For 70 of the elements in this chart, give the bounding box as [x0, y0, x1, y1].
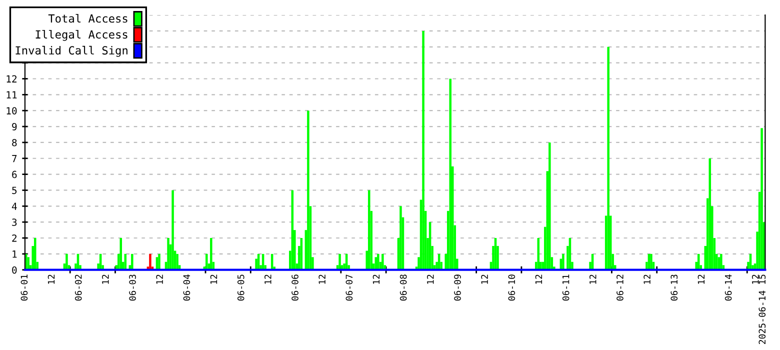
x-tick-label: 12 — [156, 274, 163, 284]
x-tick-label: 12 — [264, 274, 272, 284]
x-tick-label: 12 — [481, 274, 488, 284]
x-tick-label: 06-06 — [292, 274, 298, 301]
y-tick-label: 0 — [12, 266, 17, 274]
bar — [172, 190, 174, 270]
bar — [760, 128, 763, 270]
bar — [131, 254, 134, 270]
x-tick-label: 06-05 — [237, 274, 244, 301]
bar — [382, 254, 384, 270]
x-tick-label: 06-08 — [400, 274, 407, 301]
bar — [720, 254, 722, 270]
x-tick-label: 12 — [644, 274, 650, 284]
y-tick-label: 3 — [12, 218, 17, 226]
bar — [167, 238, 170, 270]
legend-label: Invalid Call Sign — [16, 46, 128, 57]
y-tick-label: 11 — [6, 91, 17, 98]
x-tick-label: 12 — [48, 274, 55, 284]
x-tick-label: 12 — [372, 274, 380, 284]
bar — [210, 238, 212, 270]
x-tick-label: 12 — [210, 274, 218, 284]
bar — [338, 254, 341, 270]
legend-label: Total Access — [48, 14, 128, 23]
bar — [120, 238, 122, 270]
y-tick-label: 2 — [12, 234, 16, 242]
x-tick-label: 06-14 — [724, 274, 732, 301]
x-tick-label: 12 — [318, 274, 326, 284]
x-tick-label: 12 — [752, 274, 759, 284]
bar — [66, 254, 68, 270]
x-tick-label: 12 — [698, 274, 705, 284]
bar — [206, 254, 208, 270]
bar — [176, 254, 178, 270]
x-tick-label: 12 — [102, 274, 109, 284]
y-tick-label: 8 — [12, 138, 17, 146]
y-tick-label: 10 — [6, 107, 17, 114]
bar — [158, 254, 160, 270]
bar — [449, 78, 452, 270]
x-tick-label: 06-13 — [670, 274, 678, 301]
bar — [537, 238, 540, 270]
bar — [377, 254, 380, 270]
x-tick-label: 06-02 — [74, 274, 82, 301]
y-tick-label: 12 — [6, 75, 16, 82]
x-tick-label: 06-10 — [508, 274, 516, 301]
bar — [400, 206, 402, 270]
bar — [27, 257, 30, 270]
y-tick-label: 9 — [12, 123, 17, 130]
bar — [607, 46, 610, 270]
x-tick-label: 06-04 — [183, 274, 190, 301]
y-tick-label: 1 — [12, 250, 17, 258]
y-tick-label: 4 — [12, 202, 17, 210]
bar — [422, 30, 424, 270]
bar — [650, 254, 652, 270]
x-tick-label: 06-09 — [454, 274, 461, 301]
x-tick-label: 06-12 — [616, 274, 624, 301]
x-tick-label: 06-01 — [20, 274, 28, 301]
bar — [562, 254, 564, 270]
x-tick-label: 06-07 — [346, 274, 353, 301]
x-tick-label: 06-11 — [562, 274, 570, 301]
x-tick-label: 12 — [535, 274, 542, 284]
bar — [307, 110, 310, 270]
x-tick-label: 12 — [426, 274, 434, 284]
bar — [149, 254, 152, 270]
bar — [548, 142, 551, 270]
y-tick-label: 7 — [12, 155, 17, 162]
y-tick-label: 6 — [12, 170, 17, 178]
y-tick-label: 5 — [12, 186, 17, 194]
x-tick-label: 06-03 — [129, 274, 136, 301]
x-tick-label: 12 — [589, 274, 596, 284]
x-tick-label: 2025-06-14 15 — [758, 274, 766, 344]
legend-label: Illegal Access — [36, 30, 128, 41]
